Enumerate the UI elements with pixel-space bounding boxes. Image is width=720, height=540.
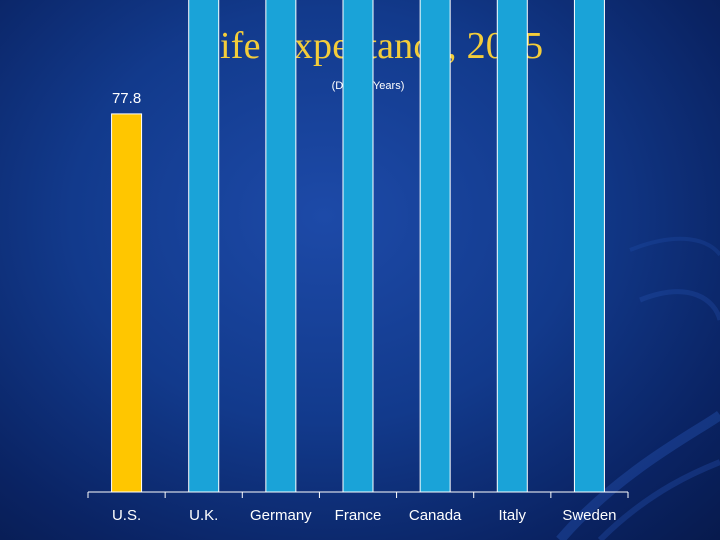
bar-sweden (573, 0, 605, 493)
bar-canada (419, 0, 451, 493)
category-label: Germany (250, 507, 312, 524)
category-label: U.S. (112, 507, 141, 524)
bar-us (111, 113, 143, 493)
data-label: 77.8 (112, 90, 141, 107)
bar-france (342, 0, 374, 493)
bar-germany (265, 0, 297, 493)
x-axis-ticks (87, 492, 629, 498)
category-label: France (335, 507, 382, 524)
bar-uk (188, 0, 220, 493)
bar-italy (496, 0, 528, 493)
category-label: Canada (409, 507, 462, 524)
category-labels-group: U.S. U.K. Germany France Canada Italy Sweden (112, 507, 617, 524)
category-label: Sweden (562, 507, 616, 524)
category-label: Italy (499, 507, 527, 524)
value-labels-group: 77.8797980.380.280.480.6 (112, 90, 141, 107)
category-label: U.K. (189, 507, 218, 524)
bars-group (111, 0, 605, 493)
